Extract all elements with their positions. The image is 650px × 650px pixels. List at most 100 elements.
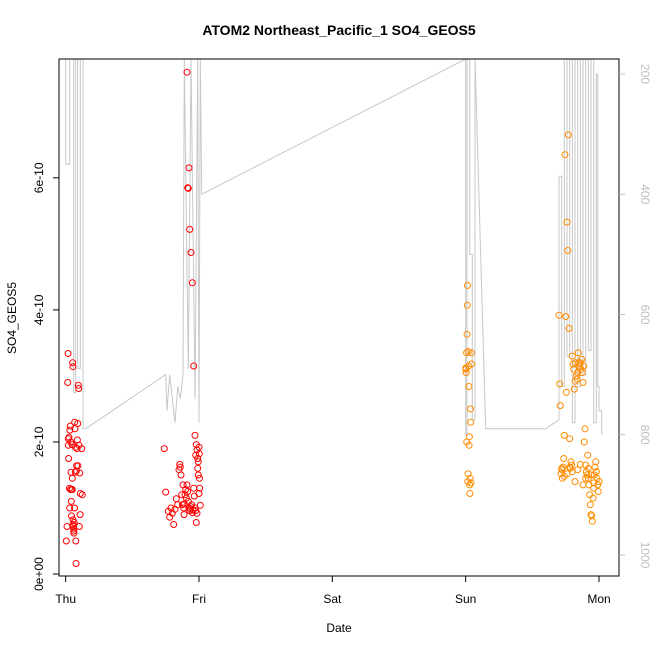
data-point <box>560 455 568 462</box>
data-point <box>556 380 564 388</box>
data-point <box>578 369 586 377</box>
data-point <box>466 481 474 489</box>
data-point <box>574 349 582 357</box>
data-point <box>558 474 566 482</box>
data-point <box>581 425 589 433</box>
data-point <box>63 523 71 530</box>
data-point <box>76 511 84 519</box>
plot-frame <box>58 58 620 577</box>
data-point <box>196 501 204 509</box>
data-point <box>183 68 191 76</box>
data-point <box>580 362 588 370</box>
data-point <box>584 464 592 472</box>
data-point <box>562 313 570 320</box>
data-point <box>162 488 170 496</box>
y2-tick-label: 200 <box>638 64 650 84</box>
data-point <box>561 151 569 159</box>
data-point <box>74 462 82 470</box>
chart-title: ATOM2 Northeast_Pacific_1 SO4_GEOS5 <box>202 22 476 38</box>
data-point <box>564 247 572 254</box>
data-point <box>576 362 584 370</box>
x-tick-label: Fri <box>192 592 206 606</box>
data-point <box>560 431 568 439</box>
data-point <box>71 425 79 433</box>
y2-tick-label: 600 <box>638 304 650 324</box>
x-axis-label: Date <box>326 621 352 635</box>
data-point <box>558 464 566 472</box>
data-point <box>576 460 584 468</box>
data-point <box>464 282 471 289</box>
data-point <box>68 474 76 482</box>
data-point <box>588 512 596 520</box>
data-point <box>587 471 595 479</box>
data-point <box>463 301 471 309</box>
data-point <box>572 372 580 380</box>
data-point <box>467 349 475 357</box>
data-point <box>573 375 581 383</box>
data-point <box>178 491 186 499</box>
data-point <box>556 402 564 410</box>
data-point <box>192 519 200 526</box>
data-point <box>78 445 86 453</box>
data-point <box>70 519 78 526</box>
data-point <box>69 359 77 367</box>
data-point <box>592 468 600 476</box>
data-point <box>584 451 592 459</box>
data-point <box>579 481 587 489</box>
data-point <box>571 478 579 486</box>
data-point <box>589 494 597 502</box>
data-point <box>191 431 199 439</box>
y-axis-right: 200 400 600 800 1000 <box>619 64 650 569</box>
pressure-line <box>65 58 603 436</box>
data-point <box>195 443 203 451</box>
y2-tick-label: 1000 <box>638 542 650 569</box>
data-point <box>74 381 82 389</box>
x-tick-label: Thu <box>55 592 76 606</box>
pressure-line-layer <box>65 58 603 436</box>
data-point <box>586 491 594 499</box>
data-point <box>188 279 196 287</box>
y-tick-label: 2e-10 <box>32 426 46 457</box>
data-point <box>187 249 195 256</box>
data-point <box>583 471 591 479</box>
y-tick-label: 0e+00 <box>32 557 46 591</box>
data-point <box>592 458 600 466</box>
data-point <box>71 504 78 512</box>
x-tick-label: Mon <box>587 592 610 606</box>
data-point <box>176 463 184 471</box>
data-point <box>190 492 198 500</box>
data-point <box>562 388 570 396</box>
data-point <box>195 450 203 458</box>
y-tick-label: 6e-10 <box>32 162 46 193</box>
data-point <box>467 479 475 487</box>
data-point <box>75 385 83 392</box>
data-point <box>565 324 573 332</box>
data-point <box>568 352 576 360</box>
data-point <box>64 441 72 449</box>
data-point <box>194 455 202 462</box>
data-point <box>468 360 475 368</box>
data-point <box>65 455 73 462</box>
data-point <box>582 474 590 482</box>
data-point <box>194 458 202 466</box>
data-point <box>590 479 598 487</box>
data-point <box>466 474 474 482</box>
data-point <box>186 225 194 233</box>
x-axis: Thu Fri Sat Sun Mon <box>55 576 611 606</box>
data-point <box>594 481 602 489</box>
data-point <box>172 495 180 503</box>
data-point <box>64 350 72 357</box>
data-points-layer <box>62 68 603 567</box>
data-point <box>466 490 474 497</box>
data-point <box>594 488 602 495</box>
data-point <box>75 523 83 530</box>
data-point <box>64 379 72 386</box>
x-tick-label: Sun <box>455 592 476 606</box>
data-point <box>66 504 74 512</box>
data-point <box>66 426 74 434</box>
data-point <box>65 433 73 441</box>
data-point <box>559 463 567 471</box>
data-point <box>160 445 168 453</box>
y-axis-left: 0e+00 2e-10 4e-10 6e-10 <box>32 162 59 591</box>
data-point <box>578 355 586 363</box>
